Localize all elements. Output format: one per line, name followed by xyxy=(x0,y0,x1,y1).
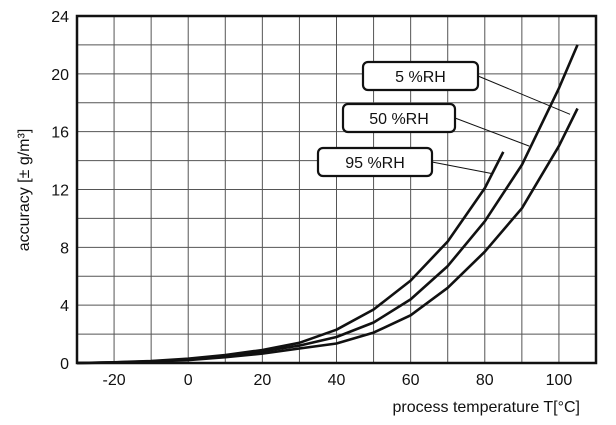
y-tick-label: 8 xyxy=(60,240,69,257)
y-tick-label: 12 xyxy=(51,183,69,200)
annotation-box xyxy=(316,146,434,178)
plot-frame xyxy=(75,14,598,365)
annotation-arrow xyxy=(431,161,493,175)
annotation-box xyxy=(361,60,480,92)
annotation-label: 50 %RH xyxy=(341,102,530,147)
series-line-50-rh xyxy=(76,44,579,365)
x-tick-label: 80 xyxy=(476,372,494,389)
x-tick-label: 20 xyxy=(253,372,271,389)
series-line-5-rh xyxy=(76,107,579,365)
series-line-95-rh xyxy=(76,151,505,365)
annotation-box xyxy=(341,102,457,134)
y-tick-label: 4 xyxy=(60,298,69,315)
x-tick-label: 100 xyxy=(546,372,573,389)
grid xyxy=(77,16,596,363)
annotation-arrow xyxy=(454,117,530,147)
x-tick-label: -20 xyxy=(103,372,126,389)
annotations: 5 %RH 50 %RH 95 %RH xyxy=(316,60,571,178)
x-tick-label: 40 xyxy=(328,372,346,389)
curves xyxy=(76,44,579,365)
y-tick-label: 16 xyxy=(51,125,69,142)
x-tick-label: 60 xyxy=(402,372,420,389)
annotation-text: 50 %RH xyxy=(369,111,429,128)
y-tick-label: 0 xyxy=(60,356,69,373)
y-axis-label: accuracy [± g/m³] xyxy=(16,129,33,252)
annotation-label: 95 %RH xyxy=(316,146,493,178)
y-ticks: 0 4 8 12 16 20 24 xyxy=(51,9,69,373)
x-tick-label: 0 xyxy=(184,372,193,389)
annotation-arrow xyxy=(477,75,571,115)
x-ticks: -20 0 20 40 60 80 100 xyxy=(103,372,573,389)
y-tick-label: 24 xyxy=(51,9,69,26)
annotation-text: 5 %RH xyxy=(395,69,446,86)
annotation-label: 5 %RH xyxy=(361,60,571,115)
annotation-text: 95 %RH xyxy=(345,155,405,172)
x-axis-label: process temperature T[°C] xyxy=(392,399,580,416)
y-tick-label: 20 xyxy=(51,67,69,84)
